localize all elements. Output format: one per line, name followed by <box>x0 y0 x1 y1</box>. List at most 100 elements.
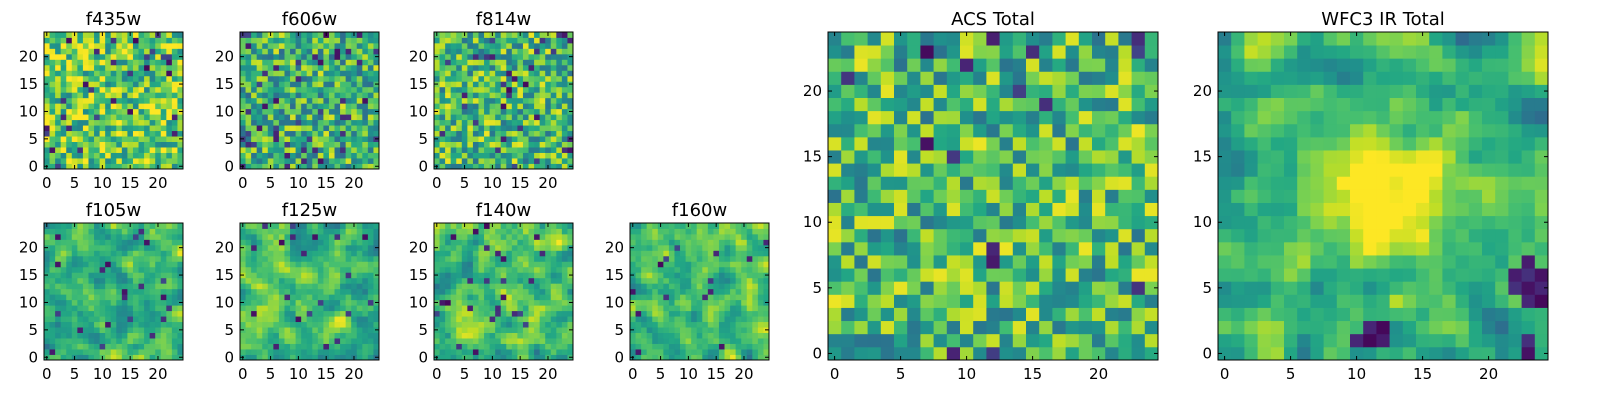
heatmap-cell <box>71 37 78 44</box>
heatmap-cell <box>340 130 347 137</box>
heatmap-cell <box>506 305 513 312</box>
heatmap-cell <box>144 305 151 312</box>
heatmap-cell <box>356 228 363 235</box>
heatmap-cell <box>177 119 184 126</box>
heatmap-cell <box>539 152 546 159</box>
heatmap-cell <box>489 141 496 148</box>
heatmap-cell <box>986 333 1000 348</box>
heatmap-cell <box>312 277 319 284</box>
heatmap-cell <box>49 114 56 121</box>
heatmap-cell <box>110 119 117 126</box>
heatmap-cell <box>240 114 246 121</box>
heatmap-cell <box>44 92 50 99</box>
heatmap-cell <box>500 343 507 350</box>
heatmap-cell <box>467 81 474 88</box>
heatmap-cell <box>132 141 139 148</box>
heatmap-cell <box>456 114 463 121</box>
heatmap-cell <box>110 163 117 170</box>
heatmap-cell <box>534 321 541 328</box>
heatmap-cell <box>171 42 178 49</box>
heatmap-cell <box>340 255 347 262</box>
heatmap-cell <box>646 272 653 279</box>
heatmap-cell <box>741 250 748 257</box>
heatmap-cell <box>484 239 490 246</box>
heatmap-cell <box>367 147 374 153</box>
heatmap-cell <box>854 228 868 243</box>
y-tick-label: 5 <box>28 130 38 148</box>
heatmap-cell <box>367 233 374 240</box>
heatmap-cell <box>94 125 100 132</box>
heatmap-cell <box>517 305 524 312</box>
heatmap-cell <box>1012 215 1027 230</box>
heatmap-cell <box>456 37 463 44</box>
heatmap-cell <box>434 130 440 137</box>
heatmap-cell <box>306 233 313 240</box>
heatmap-cell <box>132 343 139 350</box>
heatmap-cell <box>539 125 546 132</box>
heatmap-cell <box>657 316 664 323</box>
heatmap-cell <box>345 277 352 284</box>
heatmap-cell <box>506 125 513 132</box>
heatmap-cell <box>450 272 457 279</box>
heatmap-cell <box>278 75 285 82</box>
heatmap-cell <box>166 70 173 77</box>
heatmap-cell <box>323 261 330 268</box>
heatmap-cell <box>478 92 485 99</box>
heatmap-cell <box>177 316 184 323</box>
heatmap-cell <box>757 283 764 290</box>
heatmap-cell <box>138 239 145 246</box>
heatmap-cell <box>472 349 479 355</box>
heatmap-cell <box>685 266 692 273</box>
heatmap-cell <box>351 288 358 295</box>
heatmap-cell <box>340 48 347 55</box>
heatmap-cell <box>301 327 308 333</box>
heatmap-cell <box>171 305 178 312</box>
heatmap-cell <box>328 299 335 306</box>
heatmap-cell <box>356 327 363 333</box>
heatmap-cell <box>999 150 1014 164</box>
heatmap-cell <box>132 266 139 273</box>
heatmap-cell <box>450 32 457 38</box>
heatmap-cell <box>641 272 648 279</box>
heatmap-cell <box>284 42 291 49</box>
heatmap-cell <box>245 103 252 110</box>
heatmap-cell <box>66 250 73 257</box>
heatmap-cell <box>351 277 358 284</box>
heatmap-cell <box>160 272 167 279</box>
heatmap-cell <box>110 244 117 251</box>
heatmap-cell <box>71 299 78 306</box>
heatmap-cell <box>295 92 302 99</box>
heatmap-cell <box>340 310 347 317</box>
heatmap-cell <box>713 277 720 284</box>
heatmap-cell <box>534 310 541 317</box>
heatmap-cell <box>685 233 692 240</box>
heatmap-cell <box>741 239 748 246</box>
heatmap-cell <box>273 152 280 159</box>
heatmap-cell <box>539 163 546 170</box>
heatmap-cell <box>240 316 246 323</box>
heatmap-cell <box>60 163 67 170</box>
heatmap-cell <box>144 136 151 142</box>
heatmap-cell <box>746 294 753 301</box>
heatmap-cell <box>55 130 62 137</box>
heatmap-cell <box>267 233 274 240</box>
heatmap-cell <box>445 130 452 137</box>
heatmap-cell <box>1078 294 1093 308</box>
heatmap-cell <box>284 332 291 339</box>
heatmap-cell <box>489 343 496 350</box>
heatmap-cell <box>177 228 184 235</box>
heatmap-cell <box>752 294 759 301</box>
heatmap-cell <box>567 277 574 284</box>
heatmap-cell <box>495 305 502 312</box>
heatmap-cell <box>511 119 518 126</box>
heatmap-cell <box>450 92 457 99</box>
heatmap-cell <box>439 125 446 132</box>
heatmap-cell <box>467 53 474 60</box>
heatmap-cell <box>334 244 341 251</box>
heatmap-cell <box>256 70 263 77</box>
heatmap-cell <box>66 277 73 284</box>
heatmap-cell <box>495 86 502 93</box>
heatmap-cell <box>49 125 56 132</box>
heatmap-cell <box>630 277 636 284</box>
heatmap-cell <box>472 75 479 82</box>
